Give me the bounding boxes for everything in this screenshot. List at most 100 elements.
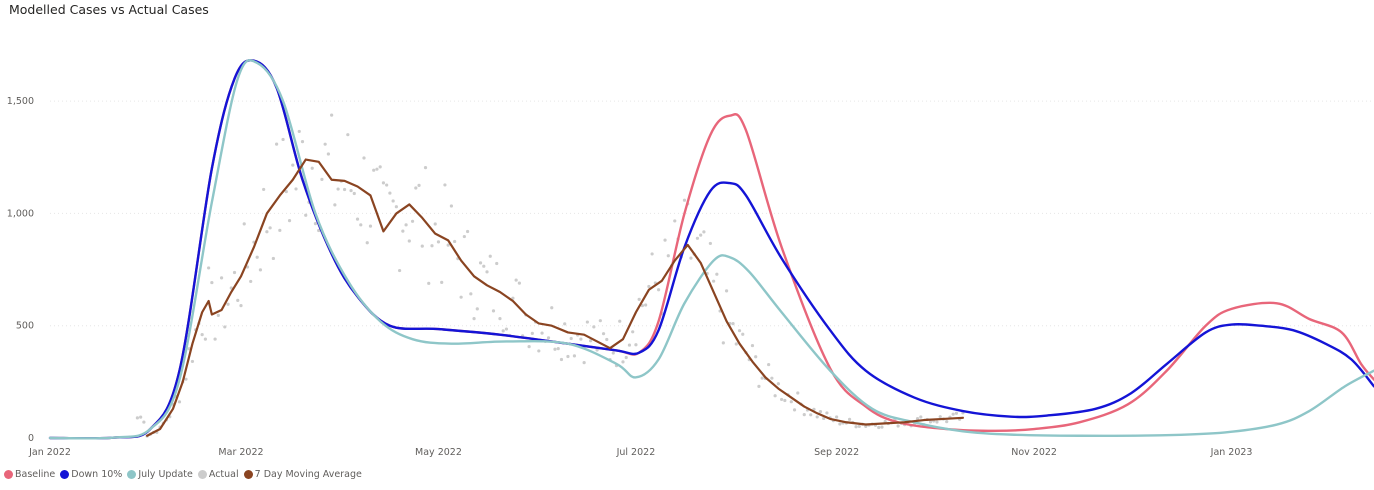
legend-label: Actual <box>208 468 239 480</box>
actual-point <box>708 241 712 246</box>
series-line-down-10 <box>48 59 1374 440</box>
actual-point <box>715 272 719 276</box>
actual-point <box>721 341 725 345</box>
actual-point <box>135 416 140 420</box>
actual-point <box>414 186 418 190</box>
actual-point <box>385 183 389 187</box>
actual-point <box>320 177 324 181</box>
y-tick-label: 0 <box>28 433 34 444</box>
legend-item-actual[interactable]: Actual <box>197 468 239 480</box>
actual-point <box>352 191 356 196</box>
actual-point <box>582 361 586 365</box>
actual-point <box>592 325 596 329</box>
actual-point <box>219 276 224 280</box>
actual-point <box>469 292 473 296</box>
actual-point <box>472 317 476 321</box>
x-tick-label: Sep 2022 <box>814 447 859 458</box>
actual-point <box>242 222 246 226</box>
actual-point <box>776 382 780 386</box>
actual-point <box>896 424 900 428</box>
actual-point <box>378 165 382 169</box>
actual-point <box>682 198 687 202</box>
actual-point <box>579 337 583 341</box>
actual-point <box>268 226 272 230</box>
actual-point <box>666 254 670 258</box>
actual-point <box>779 397 784 402</box>
actual-point <box>381 181 386 185</box>
actual-point <box>631 330 635 334</box>
actual-point <box>673 219 677 223</box>
actual-point <box>427 281 431 285</box>
actual-point <box>702 230 706 234</box>
legend-label: Down 10% <box>71 468 123 480</box>
actual-point <box>207 266 211 270</box>
actual-point <box>342 187 347 192</box>
actual-point <box>275 142 279 146</box>
actual-point <box>737 329 742 333</box>
actual-point <box>611 351 615 355</box>
actual-point <box>796 391 800 395</box>
actual-point <box>300 140 305 144</box>
actual-point <box>375 167 379 171</box>
actual-point <box>200 333 204 337</box>
actual-point <box>789 400 793 404</box>
actual-point <box>142 420 146 424</box>
actual-point <box>462 234 466 239</box>
actual-point <box>750 343 755 348</box>
actual-point <box>760 376 764 380</box>
actual-point <box>530 331 534 336</box>
actual-point <box>644 303 648 307</box>
actual-point <box>216 313 220 317</box>
actual-point <box>618 319 622 323</box>
actual-point <box>514 278 518 282</box>
actual-point <box>640 303 645 308</box>
legend-swatch <box>243 469 253 479</box>
actual-point <box>362 156 366 160</box>
actual-point <box>945 419 949 424</box>
actual-point <box>585 320 589 324</box>
x-tick-label: Nov 2022 <box>1011 447 1057 458</box>
actual-point <box>236 298 240 303</box>
actual-point <box>291 163 295 167</box>
actual-point <box>546 336 551 340</box>
actual-point <box>663 238 667 242</box>
actual-point <box>598 319 602 323</box>
actual-point <box>359 223 363 227</box>
actual-point <box>815 415 819 419</box>
actual-point <box>935 420 939 424</box>
actual-point <box>792 408 797 412</box>
actual-point <box>650 252 654 256</box>
actual-point <box>556 347 560 351</box>
gridlines <box>50 100 1374 327</box>
actual-point <box>281 137 285 142</box>
actual-point <box>809 413 813 417</box>
y-tick-label: 500 <box>16 321 34 332</box>
legend-item-down-10[interactable]: Down 10% <box>60 469 122 480</box>
actual-point <box>877 425 881 430</box>
y-tick-label: 1,500 <box>7 96 34 107</box>
actual-point <box>475 307 479 311</box>
actual-point <box>365 241 369 245</box>
actual-point <box>417 183 421 187</box>
legend-label: July Update <box>138 468 193 480</box>
actual-point <box>398 268 402 273</box>
actual-point <box>847 417 852 421</box>
series-line-baseline <box>48 59 1374 440</box>
x-tick-label: Mar 2022 <box>218 447 263 458</box>
legend-item-baseline[interactable]: Baseline <box>4 469 55 480</box>
x-tick-label: Jan 2022 <box>28 447 71 458</box>
actual-point <box>880 425 884 429</box>
legend-item-7-day-moving-average[interactable]: 7 Day Moving Average <box>243 469 362 480</box>
actual-point <box>226 302 230 306</box>
legend-swatch <box>4 469 13 479</box>
actual-point <box>954 411 959 415</box>
actual-point <box>297 129 301 134</box>
actual-point <box>773 394 777 398</box>
series-line-7-day-moving-average <box>146 158 964 437</box>
legend-item-july-update[interactable]: July Update <box>127 469 193 480</box>
legend-label: Baseline <box>15 468 56 480</box>
actual-point <box>854 425 858 429</box>
actual-point <box>553 347 557 351</box>
actual-point <box>695 236 700 240</box>
actual-point <box>757 384 761 388</box>
